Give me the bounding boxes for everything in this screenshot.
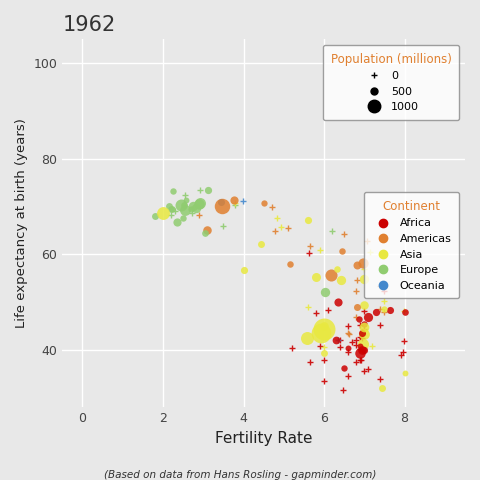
Point xyxy=(321,288,329,296)
Point xyxy=(182,196,190,204)
Point xyxy=(338,247,346,254)
Point xyxy=(340,364,348,372)
Point xyxy=(201,229,209,237)
Point xyxy=(360,330,368,337)
Point xyxy=(151,213,159,220)
Point xyxy=(401,308,408,316)
Point xyxy=(360,276,367,283)
Point xyxy=(203,226,211,234)
Point xyxy=(177,201,184,209)
Point xyxy=(353,261,361,268)
Point xyxy=(317,329,324,336)
Point xyxy=(332,336,340,344)
Point xyxy=(169,187,177,194)
Point xyxy=(197,199,204,207)
Point xyxy=(356,315,363,323)
Point xyxy=(159,209,167,216)
Point xyxy=(320,322,328,329)
Point xyxy=(359,340,367,348)
Point xyxy=(312,273,319,281)
Point xyxy=(364,313,372,321)
Point xyxy=(327,271,335,279)
Point xyxy=(381,305,388,313)
Point xyxy=(240,266,247,274)
X-axis label: Fertility Rate: Fertility Rate xyxy=(215,431,312,446)
Point xyxy=(359,330,366,337)
Point xyxy=(372,308,379,316)
Y-axis label: Life expectancy at birth (years): Life expectancy at birth (years) xyxy=(15,119,28,328)
Point xyxy=(320,324,328,332)
Point xyxy=(187,205,195,213)
Point xyxy=(167,205,174,213)
Point xyxy=(180,202,188,209)
Point xyxy=(173,218,181,226)
Legend: Africa, Americas, Asia, Europe, Oceania: Africa, Americas, Asia, Europe, Oceania xyxy=(364,192,459,299)
Point xyxy=(320,349,327,357)
Point xyxy=(401,369,408,377)
Text: (Based on data from Hans Rosling - gapminder.com): (Based on data from Hans Rosling - gapmi… xyxy=(104,469,376,480)
Point xyxy=(304,216,312,223)
Point xyxy=(260,199,268,207)
Point xyxy=(165,202,172,210)
Point xyxy=(344,344,352,351)
Point xyxy=(337,276,345,284)
Point xyxy=(204,186,212,194)
Point xyxy=(360,321,368,328)
Point xyxy=(257,240,265,248)
Point xyxy=(357,342,364,350)
Point xyxy=(334,299,342,306)
Point xyxy=(192,204,200,212)
Point xyxy=(230,197,238,204)
Point xyxy=(359,259,367,266)
Text: 1962: 1962 xyxy=(62,15,116,35)
Point xyxy=(218,202,226,209)
Point xyxy=(189,202,197,210)
Point xyxy=(217,198,225,206)
Point xyxy=(287,261,294,268)
Point xyxy=(357,349,364,357)
Point xyxy=(360,301,368,309)
Point xyxy=(387,307,395,314)
Point xyxy=(379,384,386,392)
Point xyxy=(354,303,361,311)
Point xyxy=(195,200,203,208)
Point xyxy=(179,214,187,221)
Point xyxy=(359,329,366,337)
Point xyxy=(359,346,366,354)
Point xyxy=(181,206,189,214)
Point xyxy=(303,334,311,342)
Point xyxy=(360,346,368,353)
Point xyxy=(360,323,368,331)
Point xyxy=(168,205,176,213)
Point xyxy=(334,265,341,273)
